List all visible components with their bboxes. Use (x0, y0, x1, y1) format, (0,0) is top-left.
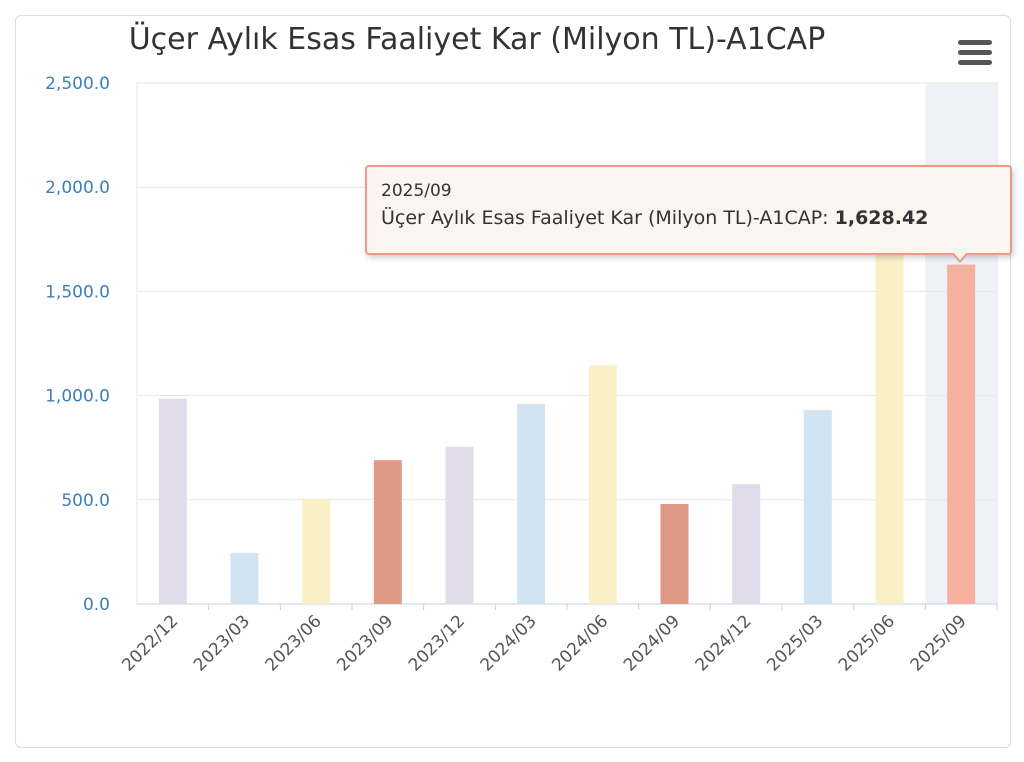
x-tick-label: 2024/03 (477, 611, 541, 675)
y-tick-label: 2,500.0 (45, 74, 110, 94)
y-tick-label: 2,000.0 (45, 178, 110, 198)
menu-line (958, 40, 992, 45)
menu-line (958, 60, 992, 65)
y-tick-label: 1,500.0 (45, 282, 110, 302)
plot-frame (136, 82, 998, 605)
hamburger-icon[interactable] (958, 40, 992, 68)
bar-2024-09 (660, 503, 689, 604)
tooltip-series-label: Üçer Aylık Esas Faaliyet Kar (Milyon TL)… (381, 207, 829, 229)
y-tick-label: 1,000.0 (45, 387, 110, 407)
bar-2023-09 (373, 460, 402, 604)
x-tick-label: 2023/03 (190, 611, 254, 675)
menu-line (958, 50, 992, 55)
x-tick-label: 2023/12 (405, 611, 469, 675)
x-tick-label: 2024/12 (692, 611, 756, 675)
x-tick-label: 2024/06 (548, 611, 612, 675)
bar-2024-03 (517, 403, 546, 604)
tooltip-row: Üçer Aylık Esas Faaliyet Kar (Milyon TL)… (381, 207, 1010, 229)
x-tick-label: 2025/09 (907, 611, 971, 675)
x-tick-label: 2023/06 (262, 611, 326, 675)
x-tick-label: 2023/09 (333, 611, 397, 675)
bar-2023-06 (302, 498, 331, 604)
x-tick-label: 2024/09 (620, 611, 684, 675)
chart-card (15, 15, 1011, 748)
tooltip-value: 1,628.42 (834, 207, 929, 229)
bar-2023-03 (230, 552, 259, 604)
x-tick-label: 2025/06 (835, 611, 899, 675)
bar-2024-06 (588, 365, 617, 604)
y-tick-label: 0.0 (83, 595, 110, 615)
bar-2025-03 (803, 410, 832, 604)
x-tick-label: 2022/12 (118, 611, 182, 675)
y-tick-label: 500.0 (61, 491, 110, 511)
bar-2024-12 (732, 484, 761, 604)
x-tick-label: 2025/03 (763, 611, 827, 675)
bar-2025-09 (947, 264, 976, 604)
bar-2023-12 (445, 446, 474, 604)
tooltip-category: 2025/09 (381, 181, 452, 201)
tooltip-arrow-inner (953, 252, 967, 260)
bar-2022-12 (158, 398, 187, 604)
chart-title: Üçer Aylık Esas Faaliyet Kar (Milyon TL)… (128, 22, 826, 57)
tooltip: 2025/09 Üçer Aylık Esas Faaliyet Kar (Mi… (365, 165, 1012, 255)
